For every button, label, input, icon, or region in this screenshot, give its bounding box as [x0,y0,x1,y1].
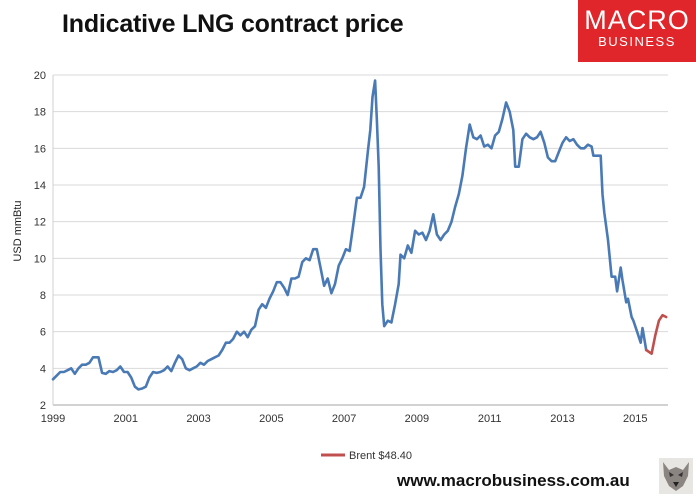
y-tick-label: 4 [40,363,46,375]
x-tick-label: 2009 [405,413,429,425]
x-tick-label: 2003 [186,413,210,425]
x-tick-label: 2001 [114,413,138,425]
legend: Brent $48.40 [321,450,412,462]
y-tick-label: 10 [34,253,46,265]
y-tick-label: 20 [34,70,46,82]
y-tick-label: 18 [34,107,46,119]
legend-label-brent: Brent $48.40 [349,450,412,462]
wolf-logo [659,458,693,494]
plot-border-group [52,75,668,406]
logo-line-2: BUSINESS [598,34,676,49]
gridlines [53,74,668,369]
y-tick-label: 16 [34,143,46,155]
x-tick-label: 2007 [332,413,356,425]
y-tick-label: 8 [40,290,46,302]
x-tick-label: 2005 [259,413,283,425]
x-tick-label: 2011 [478,413,502,425]
series-line-0 [51,79,648,391]
x-tick-label: 2015 [623,413,647,425]
wolf-icon [663,462,689,491]
macro-business-logo: MACRO BUSINESS [578,0,696,62]
footer-url: www.macrobusiness.com.au [397,471,630,490]
chart-title: Indicative LNG contract price [62,10,404,38]
y-tick-label: 6 [40,327,46,339]
y-tick-label: 12 [34,217,46,229]
x-tick-labels: 1999 2001 2003 2005 2007 2009 2011 2013 2015 [41,413,648,425]
series-line-1 [644,313,668,355]
y-tick-labels: 2 4 6 8 10 12 14 16 18 20 [34,70,46,412]
x-tick-label: 2013 [550,413,574,425]
y-axis-label: USD mmBtu [12,200,24,261]
y-tick-label: 2 [40,400,46,412]
x-tick-label: 1999 [41,413,65,425]
y-tick-label: 14 [34,180,46,192]
series-lines [51,79,668,391]
logo-line-1: MACRO [584,5,690,35]
